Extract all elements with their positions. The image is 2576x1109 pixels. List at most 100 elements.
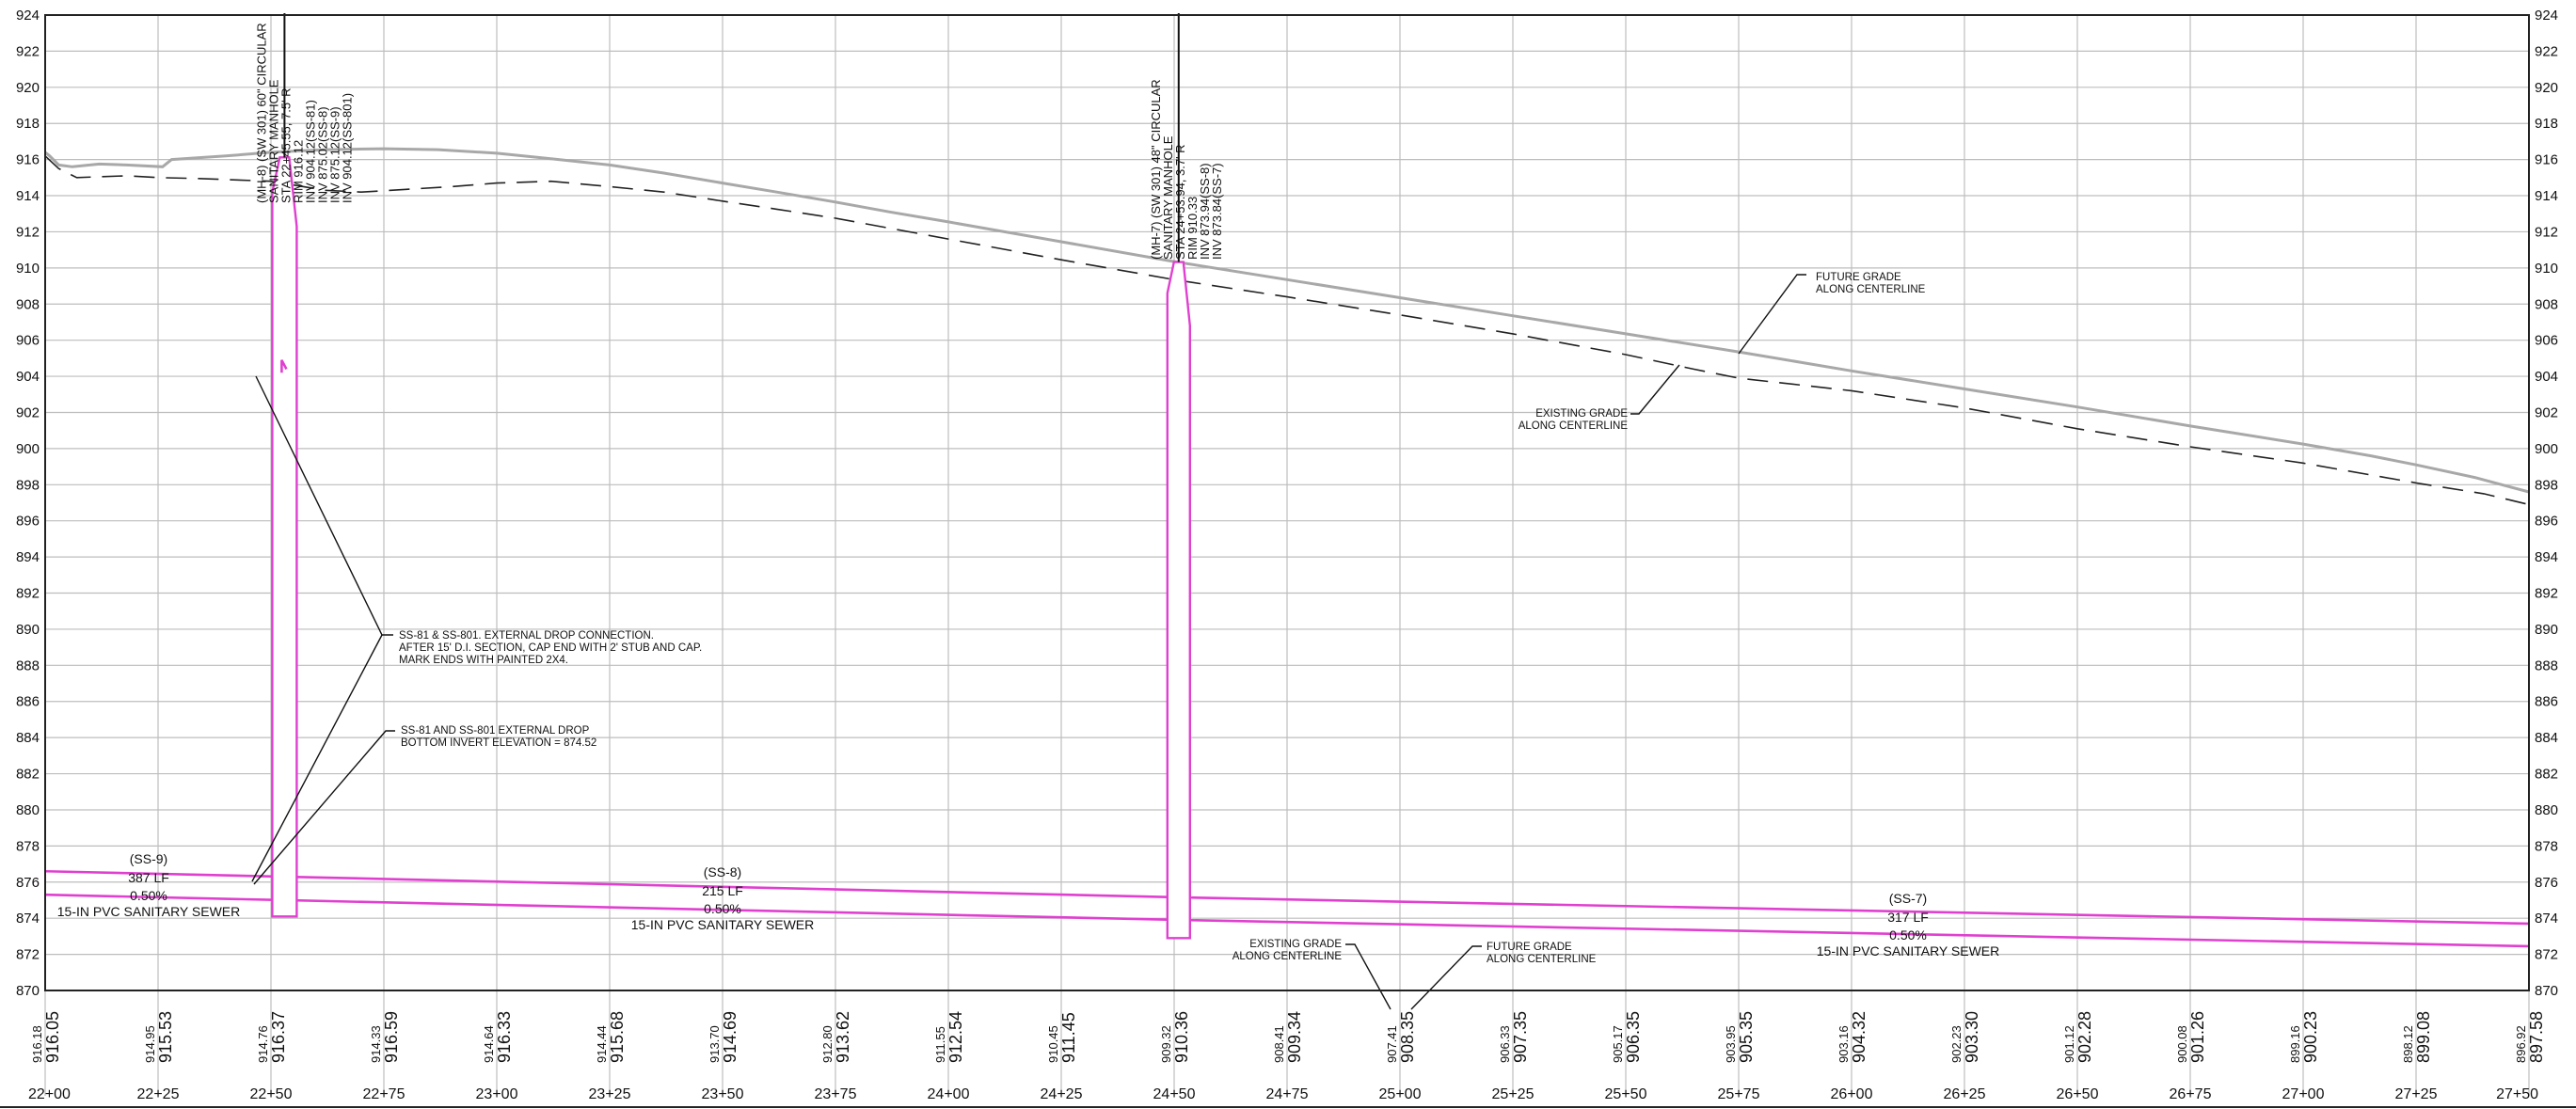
drop-invert-leader xyxy=(253,730,395,885)
elevation-label-right: 888 xyxy=(2535,657,2558,673)
elevation-label-right: 914 xyxy=(2535,188,2558,204)
existing-grade-leader-lower xyxy=(1345,943,1391,1010)
pipe-description-label: 15-IN PVC SANITARY SEWER xyxy=(1817,943,2000,958)
existing-grade-line xyxy=(44,155,2530,506)
elevation-label-right: 906 xyxy=(2535,333,2558,349)
sewer-pipes: (SS-9)387 LF0.50%15-IN PVC SANITARY SEWE… xyxy=(44,851,2530,958)
elevation-label-left: 924 xyxy=(16,8,40,24)
manhole-label-line: INV 873.94(SS-8) xyxy=(1198,163,1212,260)
station-label: 22+75 xyxy=(363,1086,405,1102)
manhole-label-line: INV 873.84(SS-7) xyxy=(1210,163,1224,260)
drop-invert-note: SS-81 AND SS-801 EXTERNAL DROP xyxy=(401,725,590,737)
elevation-label-right: 896 xyxy=(2535,514,2558,530)
elevation-label-left: 886 xyxy=(16,694,40,710)
future-elevation-label: 903.30 xyxy=(1963,1011,1981,1063)
existing-elevation-label: 899.16 xyxy=(2288,1025,2302,1063)
pipe-label: (SS-9) xyxy=(130,851,167,866)
existing-elevation-label: 898.12 xyxy=(2401,1025,2415,1063)
existing-elevation-label: 902.23 xyxy=(1949,1025,1964,1063)
elevation-label-left: 916 xyxy=(16,152,40,168)
elevation-label-right: 878 xyxy=(2535,838,2558,854)
elevation-label-left: 882 xyxy=(16,767,40,783)
elevation-label-left: 870 xyxy=(16,983,40,999)
existing-elevation-label: 916.18 xyxy=(30,1025,44,1063)
drop-connection-note: SS-81 & SS-801. EXTERNAL DROP CONNECTION… xyxy=(399,630,654,642)
manhole-label-line: SANITARY MANHOLE xyxy=(266,79,280,203)
elevation-label-left: 908 xyxy=(16,296,40,312)
station-label: 27+25 xyxy=(2395,1086,2438,1102)
grid-lines xyxy=(44,14,2530,1096)
station-label: 25+25 xyxy=(1492,1086,1534,1102)
existing-elevation-label: 914.95 xyxy=(143,1025,157,1063)
elevation-label-left: 874 xyxy=(16,911,40,927)
existing-elevation-label: 907.41 xyxy=(1385,1025,1399,1063)
pipe-invert-line xyxy=(44,893,285,902)
existing-elevation-label: 903.95 xyxy=(1724,1025,1738,1063)
future-elevation-label: 908.35 xyxy=(1398,1011,1417,1063)
station-label: 26+25 xyxy=(1944,1086,1986,1102)
elevation-label-left: 910 xyxy=(16,261,40,277)
future-grade-note-upper: ALONG CENTERLINE xyxy=(1816,284,1926,295)
elevation-label-left: 898 xyxy=(16,477,40,493)
pipe-label: (SS-8) xyxy=(704,864,741,879)
manhole-label-line: STA 22+45.55, 7.5' R xyxy=(278,87,293,203)
existing-elevation-label: 905.17 xyxy=(1611,1025,1625,1063)
future-elevation-label: 897.58 xyxy=(2527,1011,2546,1063)
pipe-length-label: 387 LF xyxy=(128,870,169,885)
future-elevation-label: 901.26 xyxy=(2188,1011,2207,1063)
existing-elevation-label: 914.76 xyxy=(256,1025,270,1063)
station-label: 27+00 xyxy=(2282,1086,2325,1102)
elevation-tick-labels: 870 870 872 872 874 874 876 876 878 878 880 880 882 8… xyxy=(16,8,2558,999)
drop-connection-note: MARK ENDS WITH PAINTED 2X4. xyxy=(399,655,568,666)
station-label: 24+75 xyxy=(1266,1086,1309,1102)
manhole-label-line: INV 875.12(SS-9) xyxy=(327,106,342,203)
existing-grade-note-lower: EXISTING GRADE xyxy=(1249,939,1342,950)
grade-lines xyxy=(44,147,2530,506)
manhole-label-line: INV 904.12(SS-81) xyxy=(303,100,317,203)
elevation-label-right: 876 xyxy=(2535,875,2558,891)
future-grade-leader-upper xyxy=(1738,274,1806,355)
elevation-label-left: 920 xyxy=(16,80,40,96)
elevation-label-left: 902 xyxy=(16,404,40,420)
existing-elevation-label: 914.44 xyxy=(595,1025,609,1063)
station-label: 25+00 xyxy=(1379,1086,1422,1102)
elevation-label-right: 880 xyxy=(2535,802,2558,818)
existing-elevation-label: 906.33 xyxy=(1498,1025,1512,1063)
manhole-label-line: STA 24+53.94, 3.7' R xyxy=(1173,144,1187,260)
station-label: 23+50 xyxy=(702,1086,744,1102)
elevation-label-right: 892 xyxy=(2535,586,2558,602)
elevation-label-right: 916 xyxy=(2535,152,2558,168)
elevation-label-left: 906 xyxy=(16,333,40,349)
elevation-label-right: 900 xyxy=(2535,441,2558,457)
existing-grade-note-lower: ALONG CENTERLINE xyxy=(1232,951,1343,962)
existing-elevation-label: 909.32 xyxy=(1159,1025,1173,1063)
station-label: 24+00 xyxy=(928,1086,970,1102)
manhole-label-line: RIM 916.12 xyxy=(291,140,305,203)
station-label: 23+25 xyxy=(589,1086,631,1102)
station-label: 26+75 xyxy=(2170,1086,2212,1102)
elevation-label-left: 884 xyxy=(16,730,40,746)
drop-connection-note: AFTER 15' D.I. SECTION, CAP END WITH 2' … xyxy=(399,642,702,654)
pipe-description-label: 15-IN PVC SANITARY SEWER xyxy=(57,904,241,919)
drop-connection-stub xyxy=(280,359,288,373)
station-label: 24+50 xyxy=(1153,1086,1196,1102)
manhole-label-line: INV 904.12(SS-801) xyxy=(340,93,354,203)
future-elevation-label: 902.28 xyxy=(2075,1011,2094,1063)
drop-invert-note: BOTTOM INVERT ELEVATION = 874.52 xyxy=(401,737,596,749)
station-label: 23+00 xyxy=(476,1086,518,1102)
elevation-label-right: 924 xyxy=(2535,8,2558,24)
existing-elevation-label: 912.80 xyxy=(820,1025,835,1063)
elevation-label-left: 918 xyxy=(16,116,40,132)
elevation-label-left: 878 xyxy=(16,838,40,854)
elevation-label-right: 898 xyxy=(2535,477,2558,493)
pipe-length-label: 215 LF xyxy=(702,883,743,898)
pipe-crown-line xyxy=(44,869,285,879)
manhole-label-line: (MH-7) (SW 301) 48" CIRCULAR xyxy=(1149,79,1163,260)
elevation-label-right: 922 xyxy=(2535,43,2558,59)
station-label: 22+00 xyxy=(28,1086,71,1102)
future-elevation-label: 910.36 xyxy=(1172,1011,1191,1063)
future-elevation-label: 914.69 xyxy=(721,1011,739,1063)
station-label: 24+25 xyxy=(1041,1086,1083,1102)
